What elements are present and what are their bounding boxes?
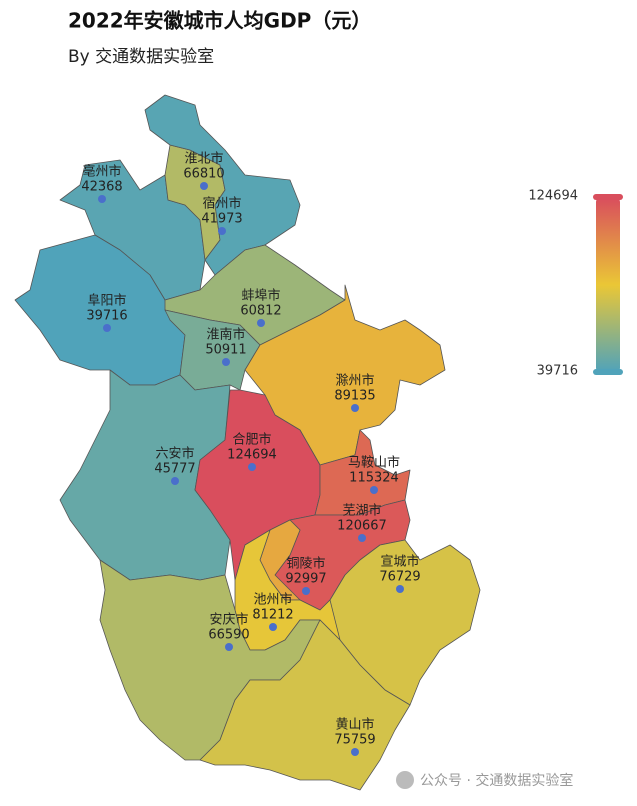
city-value: 89135: [334, 389, 375, 404]
city-dot: [218, 227, 226, 235]
watermark-icon: [396, 771, 414, 789]
city-value: 41973: [201, 212, 242, 227]
visual-map-min: 39716: [537, 364, 578, 379]
city-value: 60812: [240, 304, 281, 319]
city-dot: [396, 585, 404, 593]
city-name: 淮北市: [184, 151, 223, 167]
city-dot: [351, 748, 359, 756]
city-name: 黄山市: [335, 717, 374, 733]
city-name: 滁州市: [335, 373, 374, 389]
city-value: 92997: [285, 572, 326, 587]
chart-title: 2022年安徽城市人均GDP（元）: [68, 9, 371, 33]
city-dot: [200, 182, 208, 190]
city-value: 81212: [252, 608, 293, 623]
city-value: 66590: [208, 628, 249, 643]
region: [199, 619, 411, 791]
city-dot: [358, 534, 366, 542]
city-name: 宿州市: [202, 196, 241, 212]
city-name: 铜陵市: [286, 556, 325, 572]
city-value: 120667: [337, 519, 387, 534]
city-value: 39716: [86, 309, 127, 324]
city-dot: [222, 358, 230, 366]
city-name: 池州市: [253, 592, 292, 608]
city-dot: [98, 195, 106, 203]
city-name: 宣城市: [380, 554, 419, 570]
city-value: 45777: [154, 462, 195, 477]
city-dot: [351, 404, 359, 412]
city-name: 六安市: [155, 446, 194, 462]
visual-map-handle[interactable]: [593, 194, 623, 200]
city-value: 115324: [349, 471, 399, 486]
watermark: 公众号 · 交通数据实验室: [420, 772, 573, 789]
city-name: 淮南市: [206, 327, 245, 343]
city-value: 66810: [183, 167, 224, 182]
city-name: 合肥市: [232, 432, 271, 448]
city-dot: [269, 623, 277, 631]
regions: [14, 94, 481, 791]
city-dot: [257, 319, 265, 327]
city-dot: [302, 587, 310, 595]
city-value: 124694: [227, 448, 277, 463]
city-name: 安庆市: [209, 612, 248, 628]
city-value: 50911: [205, 343, 246, 358]
city-dot: [248, 463, 256, 471]
city-dot: [370, 486, 378, 494]
city-dot: [171, 477, 179, 485]
city-value: 42368: [81, 180, 122, 195]
city-name: 芜湖市: [342, 503, 381, 519]
city-value: 76729: [379, 570, 420, 585]
city-dot: [225, 643, 233, 651]
visual-map-handle[interactable]: [593, 369, 623, 375]
chart-subtitle: By 交通数据实验室: [68, 47, 214, 67]
region: [319, 539, 481, 706]
city-dot: [103, 324, 111, 332]
city-name: 蚌埠市: [241, 288, 280, 304]
visual-map-bar: [596, 198, 620, 372]
city-name: 马鞍山市: [348, 455, 400, 471]
city-name: 亳州市: [82, 164, 121, 180]
city-value: 75759: [334, 733, 375, 748]
city-name: 阜阳市: [87, 293, 126, 309]
visual-map-max: 124694: [528, 189, 578, 204]
region: [164, 309, 261, 391]
